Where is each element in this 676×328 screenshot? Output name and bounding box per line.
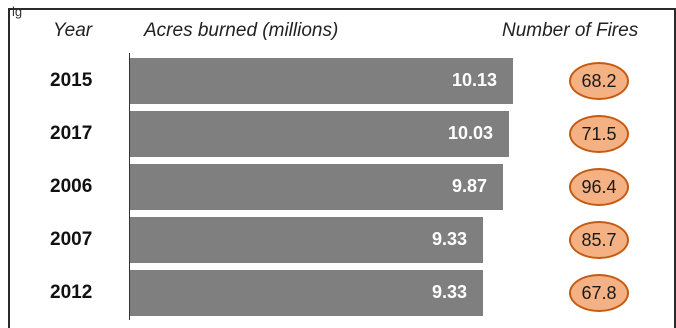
acres-value-label-2006: 9.87 xyxy=(451,176,487,196)
year-label-2017: 2017 xyxy=(50,123,93,144)
acres-bar-2017 xyxy=(130,111,509,157)
acres-value-label-2012: 9.33 xyxy=(431,282,467,302)
year-label-2015: 2015 xyxy=(50,70,93,91)
acres-column-header: Acres burned (millions) xyxy=(144,20,339,41)
acres-value-label-2017: 10.03 xyxy=(447,123,493,143)
acres-bar-2012 xyxy=(130,270,483,316)
chart-frame: lg xyxy=(8,4,676,328)
fires-value-bubble-2012: 67.8 xyxy=(569,274,629,312)
year-label-2007: 2007 xyxy=(50,229,93,250)
acres-bar-2007 xyxy=(130,217,483,263)
chart-rows: 2015 10.13 68.2 2017 10.03 71.5 2006 9.87 96.4 20… xyxy=(50,58,629,316)
fires-value-bubble-2006: 96.4 xyxy=(569,168,629,206)
year-label-2006: 2006 xyxy=(50,176,93,197)
fires-value-bubble-2007: 85.7 xyxy=(569,221,629,259)
top-cropped-text: lg xyxy=(12,4,23,19)
acres-value-label-2015: 10.13 xyxy=(451,70,497,90)
category-axis-line xyxy=(129,53,130,320)
fires-value-bubble-2017: 71.5 xyxy=(569,115,629,153)
acres-bar-2006 xyxy=(130,164,503,210)
acres-bar-2015 xyxy=(130,58,513,104)
year-label-2012: 2012 xyxy=(50,282,93,303)
year-column-header: Year xyxy=(53,20,93,41)
fires-value-bubble-2015: 68.2 xyxy=(569,62,629,100)
acres-value-label-2007: 9.33 xyxy=(431,229,467,249)
fires-column-header: Number of Fires xyxy=(502,20,639,41)
